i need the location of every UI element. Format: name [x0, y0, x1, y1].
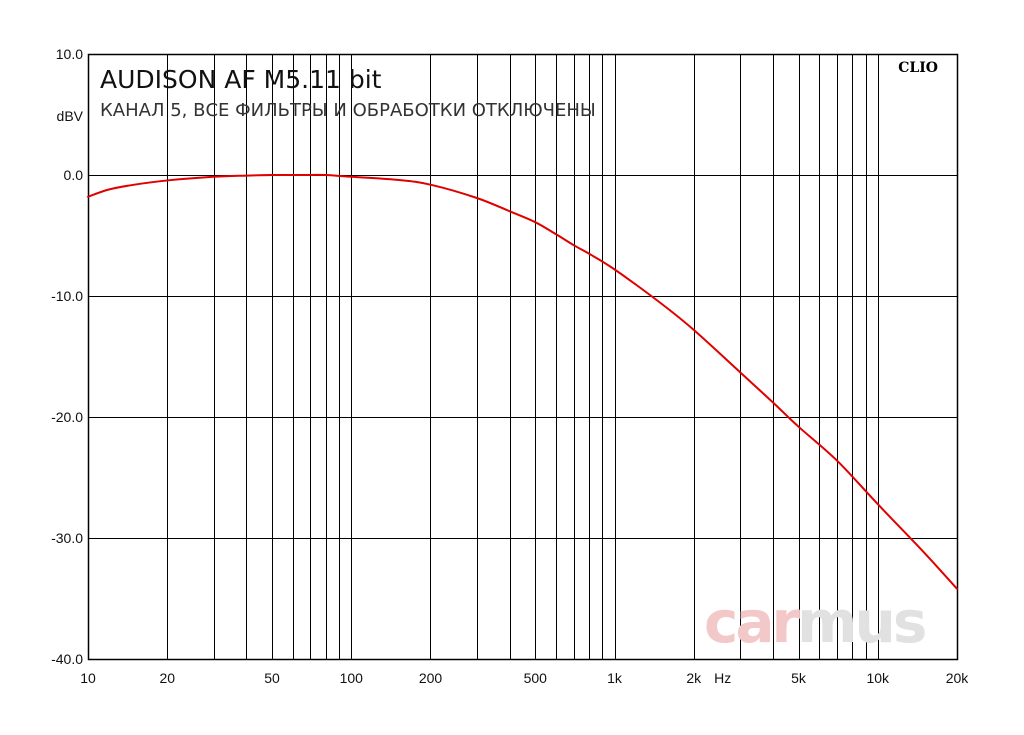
- y-tick-label: -20.0: [51, 409, 83, 425]
- plot-frame: [87, 53, 959, 661]
- x-tick-label: 20: [159, 670, 175, 686]
- x-tick-label: 50: [264, 670, 280, 686]
- x-axis-label: Hz: [714, 670, 731, 686]
- x-tick-label: 2k: [686, 670, 702, 686]
- y-tick-label: -30.0: [51, 530, 83, 546]
- y-tick-label: 10.0: [56, 46, 83, 62]
- x-tick-label: 20k: [946, 670, 970, 686]
- response-curve-line: [87, 173, 958, 590]
- y-axis-label: dBV: [57, 108, 84, 124]
- clio-brand-label: CLIO: [898, 60, 938, 76]
- x-tick-label: 10: [80, 670, 96, 686]
- grid-layer: 10.0 0.0 -10.0 -20.0 -30.0 -40.0 10 20 50 100 200 5…: [51, 46, 969, 686]
- chart-title: AUDISON AF M5.11 bit: [100, 65, 382, 94]
- x-tick-label: 10k: [866, 670, 890, 686]
- x-tick-label: 100: [340, 670, 364, 686]
- carmus-watermark: carmus: [704, 588, 925, 656]
- y-tick-label: -40.0: [51, 651, 83, 667]
- watermark-part-car: car: [704, 588, 801, 656]
- chart-subtitle: КАНАЛ 5, ВСЕ ФИЛЬТРЫ И ОБРАБОТКИ ОТКЛЮЧЕ…: [100, 100, 596, 121]
- y-tick-label: -10.0: [51, 288, 83, 304]
- x-tick-label: 200: [419, 670, 443, 686]
- y-tick-label: 0.0: [64, 167, 84, 183]
- x-tick-label: 1k: [607, 670, 623, 686]
- watermark-part-mus: mus: [797, 588, 925, 656]
- curve-layer: [87, 173, 958, 590]
- text-layer: AUDISON AF M5.11 bit КАНАЛ 5, ВСЕ ФИЛЬТР…: [57, 60, 938, 656]
- x-tick-label: 5k: [791, 670, 807, 686]
- x-tick-label: 500: [524, 670, 548, 686]
